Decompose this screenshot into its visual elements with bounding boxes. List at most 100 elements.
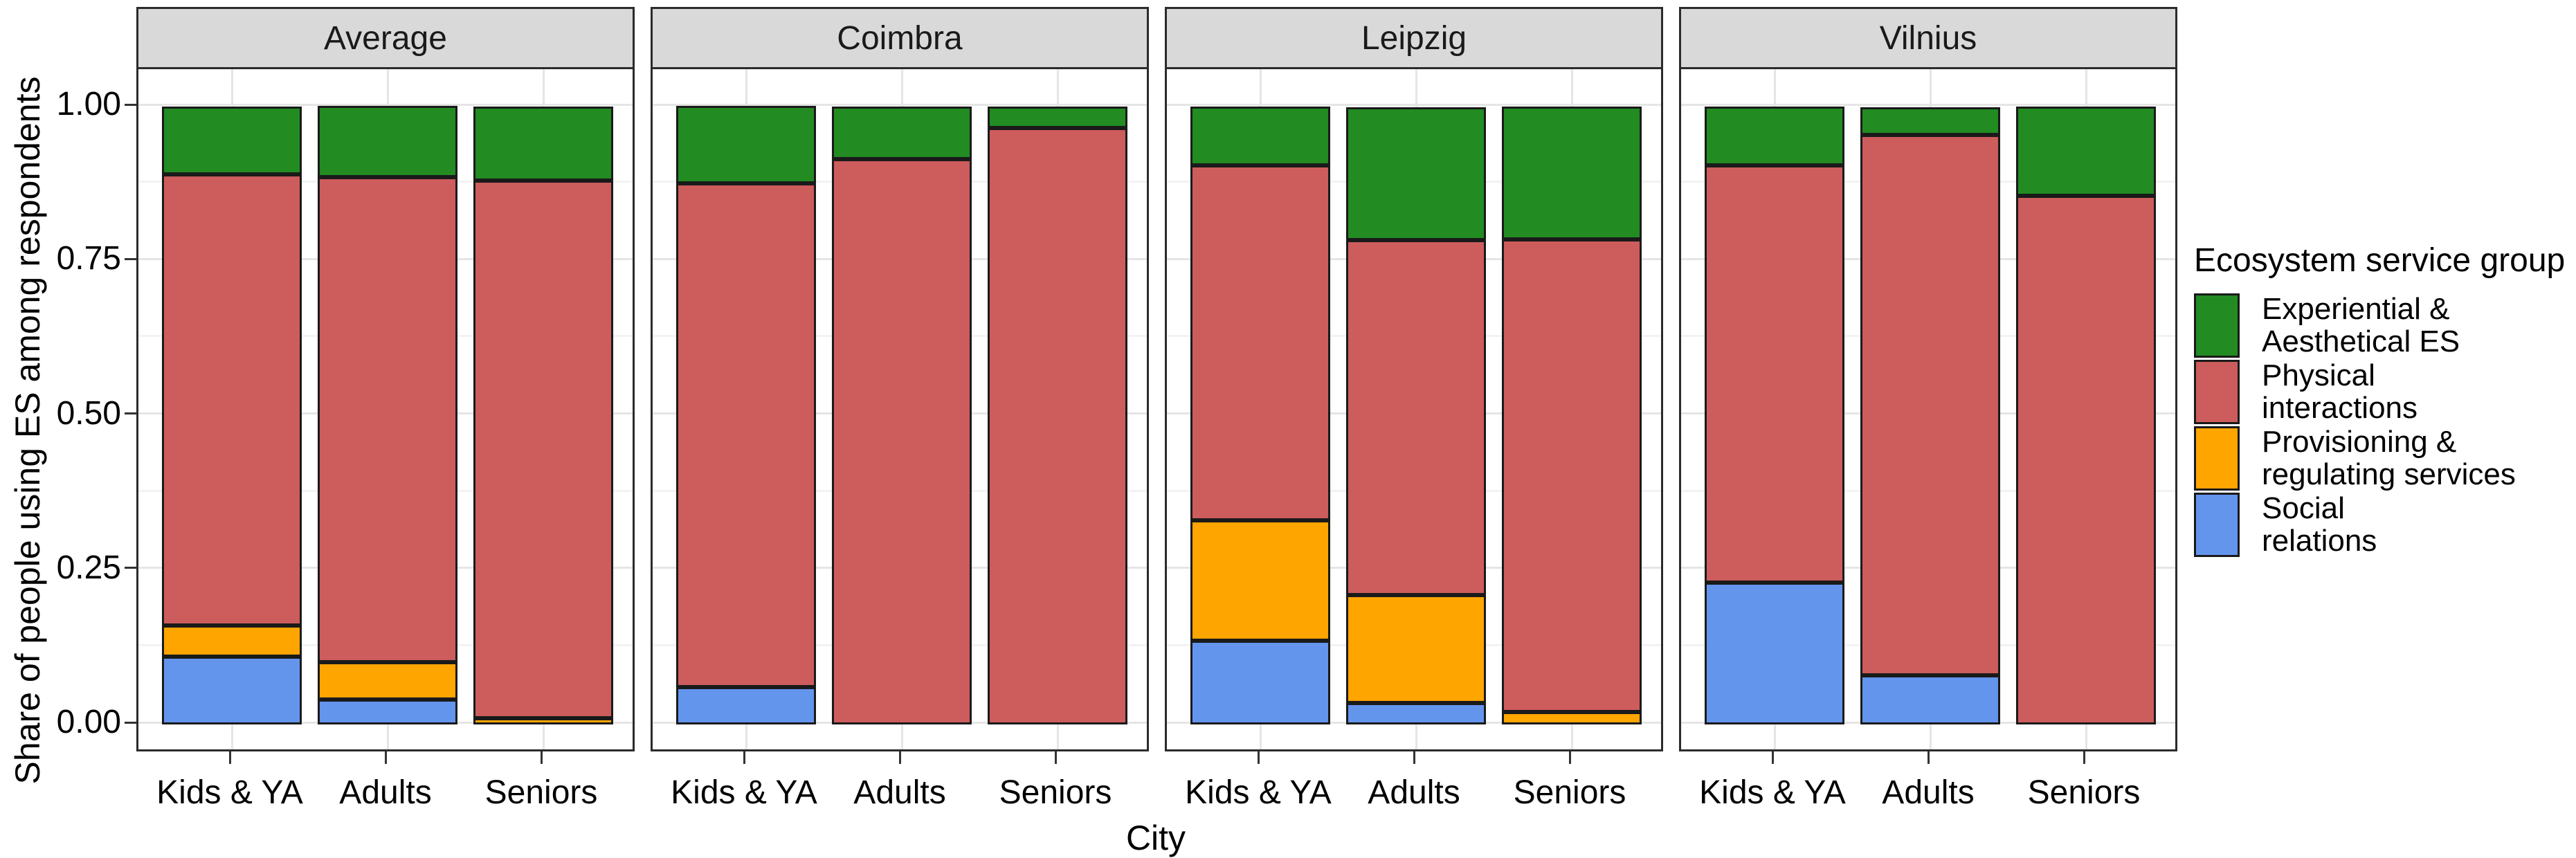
bar-average-adults bbox=[318, 106, 457, 724]
bar-segment-social-relations bbox=[1705, 583, 1844, 724]
panels-container: Average Kids & YA Adults Seniors Coimbra Kids… bbox=[136, 7, 2177, 811]
y-tick-label: 0.75 bbox=[56, 240, 121, 277]
x-tick-mark bbox=[1568, 751, 1571, 764]
x-tick-mark bbox=[1413, 751, 1415, 764]
bar-segment-experiential-aesthetical-es bbox=[162, 107, 302, 174]
x-tick-mark bbox=[384, 751, 387, 764]
x-tick-label: Kids & YA bbox=[1185, 774, 1332, 811]
bar-segment-experiential-aesthetical-es bbox=[318, 106, 457, 177]
bar-segment-physical-interactions bbox=[1346, 240, 1486, 595]
x-tick-mark bbox=[898, 751, 901, 764]
bar-segment-physical-interactions bbox=[676, 183, 816, 687]
bar-segment-social-relations bbox=[676, 687, 816, 724]
panel-vilnius: Vilnius Kids & YA Adults Seniors bbox=[1679, 7, 2177, 811]
bar-coimbra-seniors bbox=[988, 107, 1127, 724]
bar-segment-experiential-aesthetical-es bbox=[1502, 107, 1642, 239]
panel-body bbox=[651, 69, 1149, 751]
x-tick-mark bbox=[1054, 751, 1057, 764]
legend-title: Ecosystem service group bbox=[2194, 242, 2566, 279]
bar-segment-social-relations bbox=[162, 657, 302, 724]
bar-segment-social-relations bbox=[318, 700, 457, 724]
legend-item-provisioning-regulating-services: Provisioning & regulating services bbox=[2194, 426, 2576, 491]
bar-segment-social-relations bbox=[1346, 703, 1486, 724]
x-tick-label: Adults bbox=[339, 774, 432, 811]
y-tick-mark bbox=[125, 257, 136, 260]
bar-segment-experiential-aesthetical-es bbox=[1860, 107, 2000, 135]
x-tick-label: Seniors bbox=[2027, 774, 2141, 811]
bar-average-kids-ya bbox=[162, 107, 302, 724]
bar-segment-physical-interactions bbox=[2016, 196, 2156, 724]
bar-segment-provisioning-regulating-services bbox=[1502, 712, 1642, 724]
panel-body bbox=[1165, 69, 1663, 751]
legend-swatch-social-relations bbox=[2194, 492, 2240, 557]
bar-segment-experiential-aesthetical-es bbox=[832, 107, 972, 159]
bar-segment-provisioning-regulating-services bbox=[473, 718, 613, 724]
bar-leipzig-seniors bbox=[1502, 107, 1642, 724]
gridline-horizontal-major bbox=[1681, 103, 2175, 106]
y-tick-label: 0.50 bbox=[56, 394, 121, 432]
x-tick-mark bbox=[540, 751, 543, 764]
y-tick-mark bbox=[125, 721, 136, 724]
legend-label: Experiential & Aesthetical ES bbox=[2262, 292, 2460, 358]
y-tick-label: 0.25 bbox=[56, 549, 121, 586]
bar-segment-provisioning-regulating-services bbox=[1190, 520, 1330, 641]
bar-segment-physical-interactions bbox=[162, 174, 302, 626]
facet-strip-label: Leipzig bbox=[1361, 19, 1467, 57]
x-tick-mark bbox=[2083, 751, 2085, 764]
panel-coimbra: Coimbra Kids & YA Adults Seniors bbox=[651, 7, 1149, 811]
x-tick-mark bbox=[1257, 751, 1260, 764]
bar-segment-experiential-aesthetical-es bbox=[473, 107, 613, 181]
x-tick-label: Adults bbox=[1368, 774, 1460, 811]
x-tick-mark bbox=[228, 751, 231, 764]
bar-segment-physical-interactions bbox=[832, 159, 972, 724]
bar-segment-experiential-aesthetical-es bbox=[2016, 107, 2156, 196]
bar-segment-physical-interactions bbox=[1860, 135, 2000, 675]
bar-segment-physical-interactions bbox=[1705, 165, 1844, 583]
facet-strip: Average bbox=[136, 7, 635, 69]
x-tick-label: Kids & YA bbox=[1699, 774, 1846, 811]
panel-average: Average Kids & YA Adults Seniors bbox=[136, 7, 635, 811]
x-tick-label: Seniors bbox=[999, 774, 1112, 811]
facet-strip: Leipzig bbox=[1165, 7, 1663, 69]
facet-strip: Coimbra bbox=[651, 7, 1149, 69]
x-tick-label: Kids & YA bbox=[156, 774, 303, 811]
bar-segment-experiential-aesthetical-es bbox=[676, 106, 816, 183]
x-tick-label: Seniors bbox=[484, 774, 598, 811]
facet-strip-label: Coimbra bbox=[837, 19, 963, 57]
bar-segment-social-relations bbox=[1860, 675, 2000, 724]
bar-coimbra-kids-ya bbox=[676, 106, 816, 724]
bar-segment-experiential-aesthetical-es bbox=[1190, 107, 1330, 165]
bar-segment-physical-interactions bbox=[318, 177, 457, 662]
bar-segment-physical-interactions bbox=[988, 128, 1127, 724]
legend-swatch-experiential-aesthetical-es bbox=[2194, 293, 2240, 358]
legend-items: Experiential & Aesthetical ES Physical inte… bbox=[2194, 293, 2576, 557]
x-tick-label: Kids & YA bbox=[671, 774, 817, 811]
x-axis-title: City bbox=[1125, 819, 1186, 857]
y-tick-mark bbox=[125, 567, 136, 569]
bar-vilnius-seniors bbox=[2016, 107, 2156, 724]
legend-swatch-physical-interactions bbox=[2194, 359, 2240, 424]
bar-segment-provisioning-regulating-services bbox=[162, 626, 302, 657]
x-tick-label: Seniors bbox=[1513, 774, 1626, 811]
gridline-horizontal-major bbox=[653, 103, 1147, 106]
legend-label: Physical interactions bbox=[2262, 358, 2418, 425]
bar-coimbra-adults bbox=[832, 107, 972, 724]
bar-average-seniors bbox=[473, 107, 613, 724]
bar-leipzig-adults bbox=[1346, 107, 1486, 724]
legend-label: Social relations bbox=[2262, 491, 2377, 558]
bar-segment-experiential-aesthetical-es bbox=[988, 107, 1127, 128]
legend-item-social-relations: Social relations bbox=[2194, 492, 2576, 557]
legend: Ecosystem service group Experiential & Ae… bbox=[2194, 244, 2576, 558]
bar-segment-physical-interactions bbox=[1502, 239, 1642, 712]
legend-swatch-provisioning-regulating-services bbox=[2194, 426, 2240, 491]
gridline-horizontal-major bbox=[1167, 103, 1661, 106]
facet-strip-label: Vilnius bbox=[1879, 19, 1977, 57]
legend-label: Provisioning & regulating services bbox=[2262, 425, 2516, 491]
y-tick-label: 1.00 bbox=[56, 86, 121, 122]
x-tick-label: Adults bbox=[1882, 774, 1975, 811]
facet-strip: Vilnius bbox=[1679, 7, 2177, 69]
bar-segment-provisioning-regulating-services bbox=[318, 662, 457, 700]
bar-segment-physical-interactions bbox=[473, 181, 613, 718]
bar-vilnius-kids-ya bbox=[1705, 107, 1844, 724]
